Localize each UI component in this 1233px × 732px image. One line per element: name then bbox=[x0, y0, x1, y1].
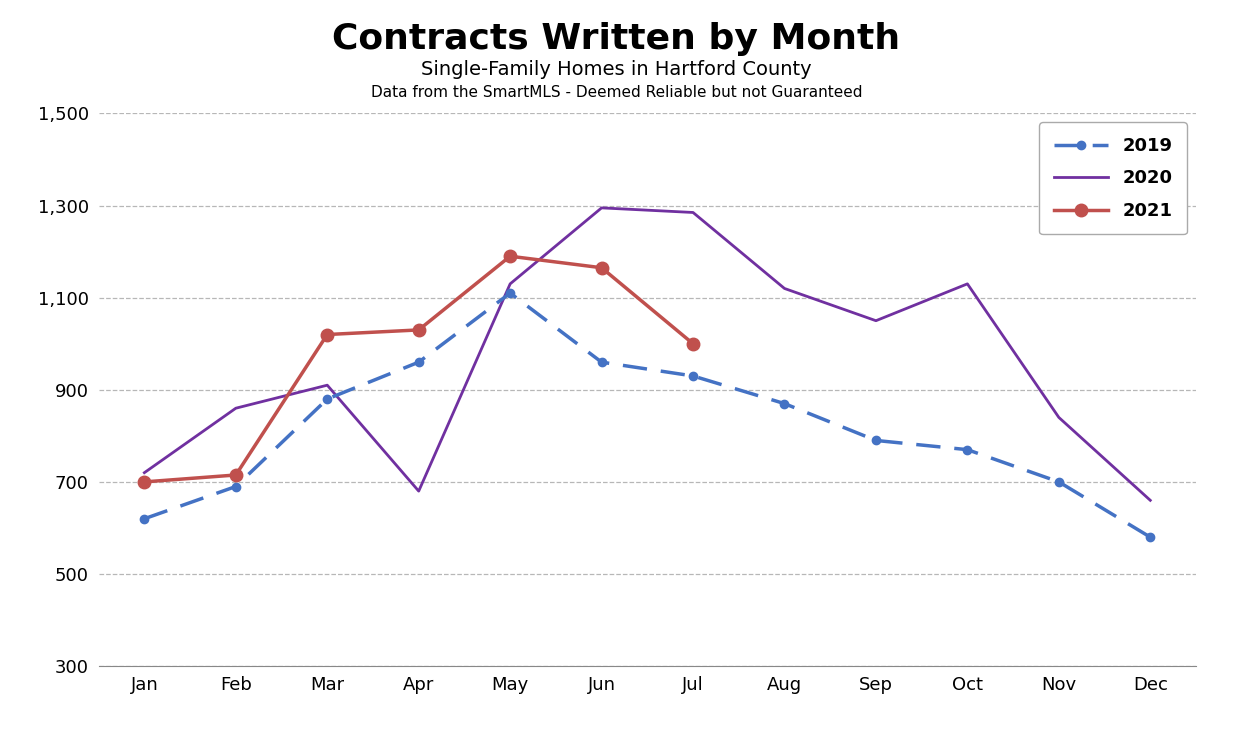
2019 bbox=[686, 372, 700, 381]
2020 bbox=[594, 203, 609, 212]
2020 bbox=[868, 316, 883, 325]
2019 bbox=[319, 395, 334, 403]
Text: Single-Family Homes in Hartford County: Single-Family Homes in Hartford County bbox=[422, 60, 811, 79]
2020 bbox=[412, 487, 427, 496]
2020 bbox=[1052, 413, 1067, 422]
2021 bbox=[228, 471, 243, 479]
2020 bbox=[137, 468, 152, 477]
2019 bbox=[868, 436, 883, 445]
2020 bbox=[319, 381, 334, 389]
2020 bbox=[686, 208, 700, 217]
Line: 2020: 2020 bbox=[144, 208, 1150, 501]
2021 bbox=[137, 477, 152, 486]
2020 bbox=[961, 280, 975, 288]
Legend: 2019, 2020, 2021: 2019, 2020, 2021 bbox=[1039, 122, 1187, 234]
2019 bbox=[412, 358, 427, 367]
2019 bbox=[1052, 477, 1067, 486]
2020 bbox=[228, 404, 243, 413]
2021 bbox=[686, 340, 700, 348]
2019 bbox=[137, 515, 152, 523]
2021 bbox=[412, 326, 427, 335]
Line: 2019: 2019 bbox=[136, 285, 1159, 545]
Text: Contracts Written by Month: Contracts Written by Month bbox=[333, 22, 900, 56]
2019 bbox=[594, 358, 609, 367]
2021 bbox=[319, 330, 334, 339]
2019 bbox=[961, 445, 975, 454]
2019 bbox=[228, 482, 243, 491]
2020 bbox=[777, 284, 792, 293]
2019 bbox=[777, 399, 792, 408]
2021 bbox=[503, 252, 518, 261]
2021 bbox=[594, 264, 609, 272]
Text: Data from the SmartMLS - Deemed Reliable but not Guaranteed: Data from the SmartMLS - Deemed Reliable… bbox=[371, 86, 862, 100]
2020 bbox=[1143, 496, 1158, 505]
2020 bbox=[503, 280, 518, 288]
2019 bbox=[1143, 533, 1158, 542]
2019 bbox=[503, 288, 518, 297]
Line: 2021: 2021 bbox=[138, 250, 699, 488]
